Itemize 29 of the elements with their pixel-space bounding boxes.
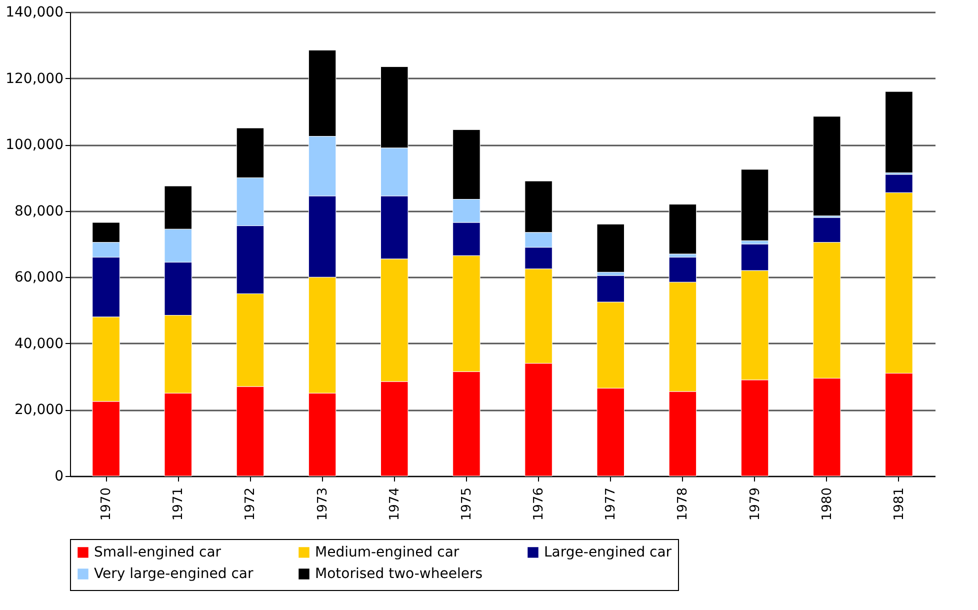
bar: [668, 204, 697, 254]
x-tick-label: 1976: [532, 488, 547, 521]
legend-label: Large-engined car: [544, 544, 672, 560]
x-tick-label: 1980: [820, 488, 835, 521]
x-tick-label: 1978: [676, 488, 691, 521]
bar: [813, 116, 841, 216]
x-tick-label: 1971: [171, 488, 186, 521]
x-tick-label: 1975: [459, 488, 474, 521]
bar: [740, 169, 769, 241]
legend-label: Motorised two-wheelers: [315, 566, 483, 582]
y-tick-label: 100,000: [6, 137, 64, 154]
legend-label: Very large-engined car: [94, 566, 254, 582]
legend-label: Small-engined car: [94, 544, 222, 560]
x-tick-label: 1981: [892, 488, 907, 521]
y-tick-label: 0: [54, 468, 64, 484]
x-tick-label: 1977: [604, 488, 619, 521]
y-tick-label: 140,000: [6, 4, 64, 20]
y-tick-label: 20,000: [14, 402, 64, 418]
x-tick-label: 1972: [243, 488, 258, 521]
x-tick-label: 1970: [99, 488, 114, 521]
x-tick-label: 1979: [748, 488, 763, 521]
x-tick-label: 1974: [387, 488, 402, 521]
y-tick-label: 60,000: [14, 270, 64, 286]
y-tick-label: 40,000: [14, 336, 64, 352]
y-tick-label: 80,000: [14, 203, 64, 220]
x-tick-label: 1973: [315, 488, 330, 521]
y-tick-label: 120,000: [6, 70, 64, 87]
legend-label: Medium-engined car: [315, 544, 460, 560]
bar: [596, 224, 624, 272]
